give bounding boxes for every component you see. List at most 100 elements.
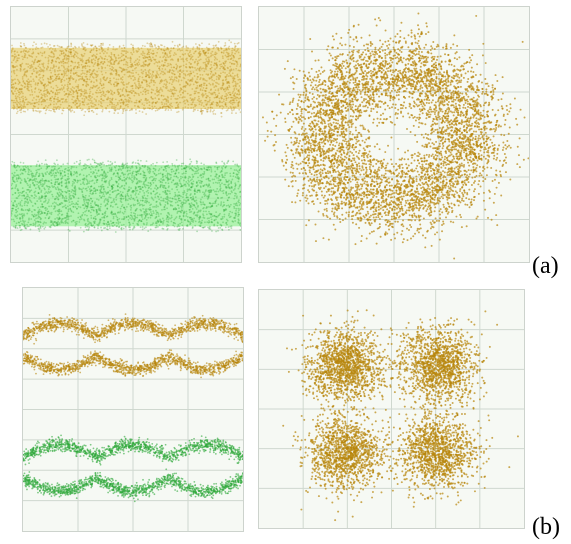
eye-trace-0-point xyxy=(70,106,73,109)
eye-trace-1-point xyxy=(178,180,181,183)
eye-trace-0-point xyxy=(82,103,84,106)
eye-trace-0-point xyxy=(131,85,134,87)
eye-trace-0-point xyxy=(51,67,54,70)
eye-trace-0-point xyxy=(26,80,29,83)
eye-trace-0-point xyxy=(110,56,112,58)
eye-trace-0-point xyxy=(122,101,125,104)
eye-trace-0-point xyxy=(201,109,204,112)
eye-trace-0-point xyxy=(216,96,218,98)
eye-trace-0-point xyxy=(212,83,214,86)
eye-trace-1-point xyxy=(28,199,31,201)
eye-trace-0-point xyxy=(96,89,98,92)
eye-trace-0-point xyxy=(220,96,222,99)
eye-trace-0-point xyxy=(169,78,172,81)
eye-trace-0-point xyxy=(208,60,211,63)
eye-trace-0-point xyxy=(93,63,96,66)
eye-trace-0-point xyxy=(233,56,235,59)
eye-trace-0-point xyxy=(164,59,166,62)
eye-trace-1-point xyxy=(77,205,80,208)
eye-trace-0-point xyxy=(137,50,139,53)
eye-trace-0-point xyxy=(39,59,42,62)
eye-trace-0-point xyxy=(60,98,63,100)
eye-trace-0-point xyxy=(64,53,67,56)
eye-trace-0-point xyxy=(229,58,232,60)
eye-trace-0-point xyxy=(182,57,184,60)
eye-trace-0-point xyxy=(85,81,88,83)
eye-trace-1-point xyxy=(211,205,214,207)
eye-trace-1-point xyxy=(91,193,93,196)
eye-trace-0-point xyxy=(175,67,178,70)
eye-trace-1-point xyxy=(27,221,30,224)
eye-trace-0-point xyxy=(67,68,70,71)
eye-trace-0-point xyxy=(197,56,200,58)
eye-trace-0-point xyxy=(30,64,33,66)
eye-trace-0-point xyxy=(16,59,19,62)
eye-trace-1-point xyxy=(27,202,29,205)
eye-trace-0-point xyxy=(21,84,24,87)
eye-trace-0-point xyxy=(32,61,35,64)
eye-trace-0-point xyxy=(21,62,24,65)
eye-trace-0-point xyxy=(137,77,140,80)
eye-trace-0-point xyxy=(239,87,241,89)
eye-trace-0-point xyxy=(61,73,64,76)
eye-trace-0-point xyxy=(90,49,93,52)
eye-trace-1-point xyxy=(107,198,109,201)
eye-trace-0-point xyxy=(51,59,54,62)
eye-trace-0-point xyxy=(160,78,163,81)
eye-trace-1-point xyxy=(79,162,82,164)
eye-trace-0-point xyxy=(144,75,147,78)
eye-trace-0-point xyxy=(132,75,135,77)
eye-trace-0-point xyxy=(79,95,82,97)
eye-trace-0-point xyxy=(230,106,232,109)
eye-trace-0-point xyxy=(167,99,169,102)
eye-trace-0-point xyxy=(125,52,127,55)
eye-trace-0-point xyxy=(222,88,225,91)
eye-trace-0-point xyxy=(119,107,122,109)
eye-trace-1-point xyxy=(35,217,37,220)
eye-trace-1-point xyxy=(185,181,188,183)
eye-trace-0-point xyxy=(74,45,76,48)
eye-trace-1-point xyxy=(41,203,44,205)
eye-trace-0-point xyxy=(203,78,206,80)
eye-trace-1-point xyxy=(121,191,124,194)
eye-trace-0-point xyxy=(237,101,240,104)
eye-trace-0-point xyxy=(152,49,154,52)
eye-trace-1-point xyxy=(23,169,26,171)
eye-trace-1-point xyxy=(52,223,54,226)
eye-trace-1-point xyxy=(35,178,38,180)
eye-trace-0-point xyxy=(221,105,223,107)
eye-trace-0-point xyxy=(146,74,149,77)
eye-trace-0-point xyxy=(199,100,202,103)
eye-trace-0-point xyxy=(113,103,115,106)
eye-trace-0-point xyxy=(229,105,232,108)
eye-trace-0-point xyxy=(35,43,37,46)
eye-trace-0-point xyxy=(162,73,165,76)
eye-trace-0-point xyxy=(49,81,52,84)
eye-trace-0-point xyxy=(215,62,218,64)
eye-trace-0-point xyxy=(37,59,40,62)
eye-trace-1-point xyxy=(35,165,38,168)
eye-trace-0-point xyxy=(37,88,40,91)
eye-trace-0-point xyxy=(50,51,53,54)
eye-trace-0-point xyxy=(86,83,89,86)
eye-trace-0-point xyxy=(205,58,207,60)
eye-trace-0-point xyxy=(139,100,141,103)
eye-trace-1-point xyxy=(66,213,69,215)
eye-trace-0-point xyxy=(66,69,69,71)
eye-trace-0-point xyxy=(95,55,98,58)
eye-trace-0-point xyxy=(60,81,62,84)
eye-trace-1-point xyxy=(91,199,94,202)
eye-trace-0-point xyxy=(178,69,181,72)
eye-trace-0-point xyxy=(54,95,57,98)
eye-trace-0-point xyxy=(37,47,39,50)
eye-trace-1-point xyxy=(197,179,200,182)
eye-trace-0-point xyxy=(80,109,83,112)
eye-trace-0-point xyxy=(120,81,123,84)
eye-trace-0-point xyxy=(45,67,48,70)
eye-trace-0-point xyxy=(125,68,128,71)
eye-trace-0-point xyxy=(84,49,87,52)
eye-trace-1-point xyxy=(48,173,51,176)
eye-trace-0-point xyxy=(116,102,119,104)
eye-trace-0-point xyxy=(121,94,124,97)
eye-trace-0-point xyxy=(102,91,105,94)
